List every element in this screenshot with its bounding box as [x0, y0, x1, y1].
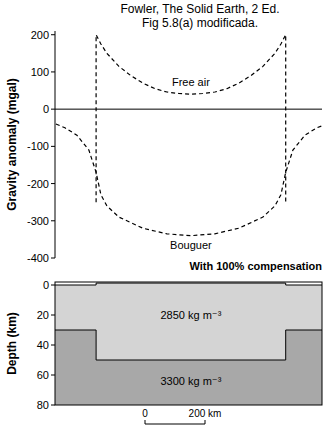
- section-area: [55, 283, 322, 405]
- y-tick: [51, 345, 55, 346]
- y-tick-label: 0: [43, 103, 49, 115]
- y-tick-label: -400: [27, 252, 49, 264]
- y-tick-label: 200: [31, 29, 49, 41]
- series-line: [96, 35, 286, 202]
- y-tick-label: 60: [37, 369, 49, 381]
- scale-tick: [145, 420, 146, 424]
- series-line: [56, 124, 322, 236]
- title: Fowler, The Solid Earth, 2 Ed.: [120, 2, 279, 16]
- y-axis-title: Depth (km): [5, 312, 19, 375]
- scale-bar: [145, 424, 205, 425]
- y-tick-label: 0: [43, 279, 49, 291]
- moho-boundary: [55, 330, 322, 360]
- y-tick: [51, 375, 55, 376]
- y-tick-label: -300: [27, 215, 49, 227]
- mantle-layer: [55, 330, 322, 405]
- layer-label: 2850 kg m⁻³: [160, 309, 221, 321]
- plot-area: [56, 35, 322, 236]
- y-tick: [51, 258, 55, 259]
- y-tick-label: -200: [27, 178, 49, 190]
- surface-boundary: [55, 283, 322, 285]
- figure: Fowler, The Solid Earth, 2 Ed.Fig 5.8(a)…: [0, 0, 328, 430]
- y-tick-label: 20: [37, 309, 49, 321]
- y-tick: [51, 220, 55, 221]
- y-tick: [51, 71, 55, 72]
- y-tick: [51, 183, 55, 184]
- y-tick-label: 80: [37, 399, 49, 411]
- curve-label: Bouguer: [170, 239, 212, 251]
- y-tick: [51, 405, 55, 406]
- section-frame: [55, 282, 322, 405]
- y-tick-label: 100: [31, 66, 49, 78]
- subtitle: Fig 5.8(a) modificada.: [142, 16, 258, 30]
- y-tick-label: 40: [37, 339, 49, 351]
- scale-label: 0: [142, 408, 148, 419]
- scale-tick: [205, 420, 206, 424]
- y-axis: [55, 31, 56, 258]
- panel-title: With 100% compensation: [189, 260, 322, 272]
- scale-label: 200 km: [189, 408, 222, 419]
- y-tick: [51, 109, 55, 110]
- y-tick-label: -100: [27, 140, 49, 152]
- curve-label: Free air: [172, 76, 210, 88]
- y-tick: [51, 146, 55, 147]
- y-axis-title: Gravity anomaly (mgal): [5, 78, 19, 211]
- zero-line: [55, 109, 322, 110]
- y-tick: [51, 285, 55, 286]
- y-tick: [51, 34, 55, 35]
- layer-label: 3300 kg m⁻³: [160, 375, 221, 387]
- y-tick: [51, 315, 55, 316]
